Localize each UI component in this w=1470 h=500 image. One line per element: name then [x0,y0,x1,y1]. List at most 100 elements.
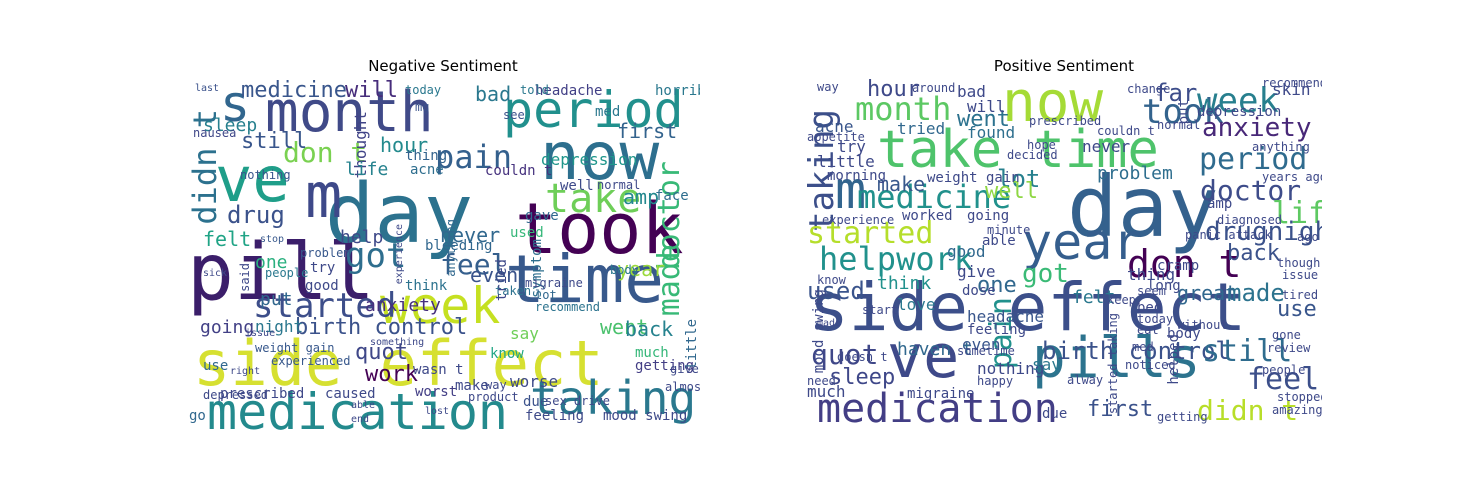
cloud-word: think [877,273,932,294]
negative-sentiment-title: Negative Sentiment [368,57,518,75]
cloud-word: wasn t [413,362,464,378]
cloud-word: work [365,362,418,387]
cloud-word: one [977,273,1017,298]
cloud-word: almost [665,380,700,394]
cloud-word: anxiety [1202,113,1312,143]
cloud-word: people [1262,363,1306,377]
cloud-word: stopped [1277,390,1322,404]
cloud-word: drug [227,201,285,229]
cloud-word: say [1032,355,1061,374]
cloud-word: keep [1107,293,1136,307]
cloud-word: migraine [907,386,975,402]
cloud-word: pills [1032,326,1201,391]
cloud-word: recommend [1262,79,1322,90]
cloud-word: tried [897,119,946,138]
cloud-word: panic attack [1185,228,1272,242]
cloud-word: say [510,324,539,343]
cloud-word: year [617,257,666,281]
cloud-word: month [265,80,434,145]
cloud-word: start [862,303,899,317]
cloud-word: body [1167,326,1201,342]
cloud-word: m [305,159,343,232]
cloud-word: recommend [535,300,601,314]
cloud-word: sometime [957,344,1015,358]
cloud-word: sleep [829,365,896,390]
cloud-word: going [967,208,1010,224]
cloud-word: used [807,277,865,305]
cloud-word: amazing [1272,403,1322,417]
cloud-word: one [255,252,288,273]
positive-sentiment-title: Positive Sentiment [993,57,1135,75]
cloud-word: bleeding [425,238,493,254]
cloud-word: med [1132,340,1154,354]
cloud-word: feel [440,248,508,281]
cloud-word: issue [1282,268,1319,282]
cloud-word: review [1267,341,1311,355]
cloud-word: appetite [807,130,865,144]
cloud-word: felt [1072,287,1116,308]
cloud-word: taken [495,284,532,298]
cloud-word: back [625,317,674,341]
cloud-word: never [1082,137,1131,156]
cloud-word: know [817,273,846,287]
cloud-word: put [1176,99,1192,125]
cloud-word: eat [1137,323,1159,337]
cloud-word: still [1202,334,1293,369]
cloud-word: product [468,390,519,404]
cloud-word: well [560,178,594,194]
cloud-word: face [655,188,689,204]
cloud-word: use [1277,297,1317,322]
cloud-word: go [189,408,206,424]
cloud-word: doesn t [837,350,888,364]
cloud-word: need [807,374,836,388]
cloud-word: due [1042,406,1068,422]
cloud-word: last [195,83,220,94]
cloud-word: going [200,317,255,338]
cloud-word: morning [827,168,887,184]
cloud-word: nothing [977,359,1045,378]
cloud-word: felt [203,227,252,251]
cloud-word: worse [510,372,559,391]
cloud-word: medication [207,383,509,430]
cloud-word: caused [325,386,376,402]
cloud-word: quot [355,340,408,365]
cloud-word: long [1147,278,1181,294]
cloud-word: doctor [652,161,687,270]
cloud-word: gave [525,208,559,224]
cloud-word: couldn t [485,163,553,179]
cloud-word: taking [530,371,697,425]
cloud-word: bed [1137,300,1163,316]
cloud-word: gone [1272,328,1301,342]
cloud-word: use [203,358,229,374]
cloud-word: doctor [1200,174,1302,207]
cloud-word: now [540,118,660,195]
cloud-word: day [1067,158,1219,256]
cloud-word: bad [957,82,986,101]
cloud-word: week [380,277,501,335]
cloud-word: helpwork [819,240,974,278]
cloud-word: make [455,378,489,394]
cloud-word: horrible [655,83,700,99]
cloud-word: well [985,179,1038,204]
cloud-word: noticed [1125,358,1176,372]
cloud-word: try [837,137,866,156]
cloud-word: problem [1097,163,1173,184]
cloud-word: given [670,362,700,376]
cloud-word: experience [394,224,405,285]
cloud-word: feeling [967,322,1027,338]
cloud-word: m [835,161,867,221]
cloud-word: hope [1027,138,1056,152]
cloud-word: weight gain [927,170,1020,186]
cloud-word: far [1154,79,1198,107]
cloud-word: time [505,241,664,318]
cloud-word: body [610,263,639,277]
cloud-word: went [600,315,649,339]
cloud-word: great [1177,281,1238,305]
cloud-word: take [545,176,642,222]
cloud-word: birth control [1042,337,1230,365]
cloud-word: cramp [1157,258,1200,274]
cloud-word: s [220,79,251,133]
cloud-word: depression [1197,104,1282,120]
cloud-word: now [1002,79,1104,135]
cloud-word: little [817,152,875,171]
